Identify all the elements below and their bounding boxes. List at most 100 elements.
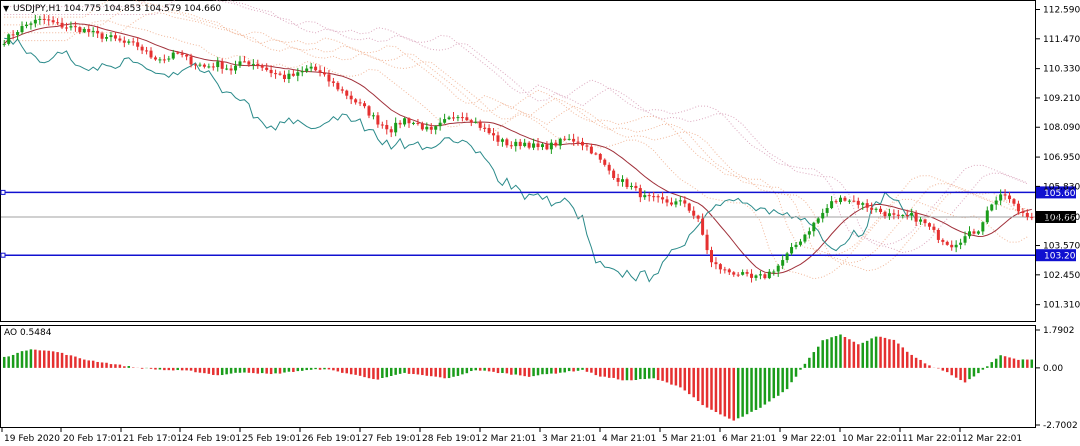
candle-body xyxy=(798,241,802,245)
candle-body xyxy=(2,43,6,45)
candle-body xyxy=(242,61,246,63)
candle-body xyxy=(732,272,736,275)
candle-body xyxy=(554,142,558,146)
candle-body xyxy=(354,99,358,103)
candle-body xyxy=(24,24,28,27)
candle-body xyxy=(540,144,544,148)
candle-body xyxy=(914,212,918,222)
time-tick-label: 2 Mar 21:01 xyxy=(482,434,536,444)
candle-body xyxy=(870,207,874,210)
candle-body xyxy=(1030,217,1034,219)
time-tick-label: 3 Mar 21:01 xyxy=(542,434,596,444)
candle-body xyxy=(816,218,820,223)
price-tick-label: 109.210 xyxy=(1043,94,1080,104)
candle-body xyxy=(420,123,424,130)
candle-body xyxy=(745,272,749,274)
candle-body xyxy=(772,271,776,273)
time-tick-label: 11 Mar 22:01 xyxy=(902,434,962,444)
chikou-span-line xyxy=(4,37,917,283)
price-tick-label: 103.570 xyxy=(1043,242,1080,252)
candle-body xyxy=(750,273,754,278)
candle-body xyxy=(429,126,433,130)
level-price-tag xyxy=(1036,249,1076,262)
candle-body xyxy=(483,127,487,129)
candle-body xyxy=(122,40,126,43)
candle-body xyxy=(447,117,451,120)
candle-body xyxy=(78,27,82,33)
ichimoku-cloud-line xyxy=(4,0,1028,256)
candle-body xyxy=(1025,213,1029,218)
candle-body xyxy=(456,117,460,119)
candle-body xyxy=(589,146,593,154)
candle-body xyxy=(741,272,745,275)
price-axis: 112.590 111.470 110.330 109.210 108.090 106.9… xyxy=(1035,5,1080,311)
price-tick-label: 112.590 xyxy=(1043,5,1080,15)
candle-body xyxy=(487,128,491,134)
candle-body xyxy=(563,138,567,140)
candle-body xyxy=(585,145,589,147)
candle-body xyxy=(812,222,816,232)
candle-body xyxy=(523,142,527,147)
candle-body xyxy=(65,27,68,29)
candle-body xyxy=(465,117,469,121)
candle-body xyxy=(856,200,860,205)
candle-body xyxy=(616,178,620,182)
candle-body xyxy=(145,50,149,52)
candle-body xyxy=(11,34,15,36)
candle-body xyxy=(621,179,625,182)
time-tick-label: 27 Feb 19:01 xyxy=(362,434,421,444)
candle-body xyxy=(598,154,602,160)
candle-body xyxy=(572,138,576,142)
candle-body xyxy=(492,133,496,136)
candle-body xyxy=(278,73,282,75)
candle-body xyxy=(411,122,415,124)
symbol-dropdown-icon[interactable]: ▼ xyxy=(3,4,10,13)
level-price-label: 105.600 xyxy=(1044,189,1080,199)
candle-body xyxy=(331,81,335,83)
horizontal-levels[interactable]: 105.600 103.200 104.660 xyxy=(0,186,1080,262)
candle-body xyxy=(656,196,660,198)
candle-body xyxy=(42,18,46,20)
time-axis: 19 Feb 2020 20 Feb 17:01 21 Feb 17:01 24 Fe… xyxy=(1,427,1022,444)
candle-body xyxy=(919,219,923,222)
candle-body xyxy=(291,73,295,76)
candle-body xyxy=(398,122,402,125)
candle-body xyxy=(821,212,825,219)
candle-body xyxy=(274,73,278,75)
time-tick-label: 9 Mar 22:01 xyxy=(782,434,836,444)
candle-body xyxy=(180,53,184,55)
candle-body xyxy=(532,143,536,148)
candle-body xyxy=(500,139,504,142)
candle-body xyxy=(469,120,473,123)
ao-indicator-label: AO 0.5484 xyxy=(4,328,52,338)
candle-body xyxy=(29,23,33,25)
level-price-tag xyxy=(1036,186,1076,199)
candle-body xyxy=(785,253,789,261)
candle-body xyxy=(305,68,309,72)
current-price-label: 104.660 xyxy=(1044,213,1080,223)
candle-body xyxy=(714,262,718,265)
candle-body xyxy=(683,200,687,204)
main-plot-frame xyxy=(0,0,1036,322)
candle-body xyxy=(567,138,571,140)
candle-body xyxy=(300,71,304,73)
candle-body xyxy=(549,142,553,150)
candle-body xyxy=(496,135,500,142)
candle-body xyxy=(883,212,887,217)
candle-body xyxy=(16,32,20,36)
candle-body xyxy=(665,199,669,203)
time-tick-label: 19 Feb 2020 xyxy=(4,434,60,444)
candle-body xyxy=(287,73,291,80)
candle-body xyxy=(229,68,233,71)
candle-body xyxy=(896,214,900,216)
candle-body xyxy=(905,215,909,217)
candle-body xyxy=(211,66,215,68)
candle-body xyxy=(73,26,77,28)
candle-body xyxy=(514,141,518,147)
candle-body xyxy=(127,41,131,43)
candle-body xyxy=(309,66,313,69)
candle-body xyxy=(963,236,967,243)
candle-body xyxy=(968,231,971,237)
candle-body xyxy=(207,66,211,68)
